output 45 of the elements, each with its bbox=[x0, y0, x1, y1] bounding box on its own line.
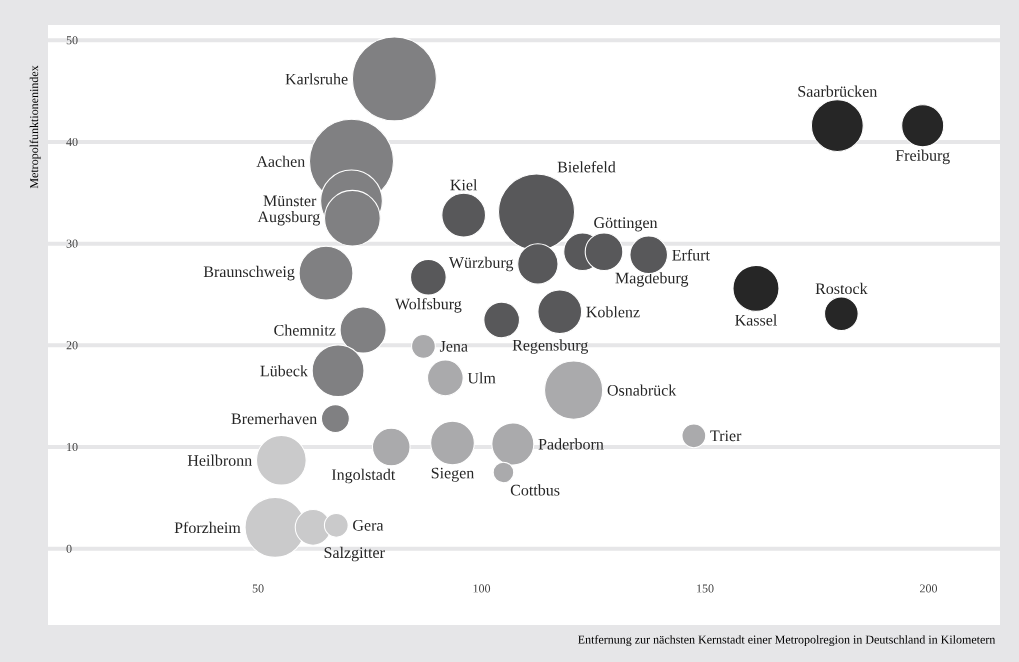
annotation: Osnabrück bbox=[607, 384, 677, 396]
annotation: Braunschweig bbox=[203, 265, 295, 281]
annotation: Kassel bbox=[735, 314, 777, 326]
y-axis-title: Metropolfunktionenindex bbox=[29, 65, 41, 189]
annotation: Freiburg bbox=[895, 149, 950, 165]
annotation: Bremerhaven bbox=[231, 412, 317, 425]
x-tick-label: 50 bbox=[252, 584, 264, 593]
annotation: Regensburg bbox=[512, 339, 589, 354]
annotation: Erfurt bbox=[672, 249, 710, 261]
annotation: Augsburg bbox=[257, 210, 320, 226]
annotation: Koblenz bbox=[586, 306, 640, 318]
annotation: Heilbronn bbox=[187, 454, 252, 466]
annotation: Aachen bbox=[256, 155, 305, 167]
annotation: Lübeck bbox=[260, 365, 308, 377]
annotation: Göttingen bbox=[594, 217, 658, 232]
y-tick-label: 0 bbox=[66, 544, 72, 553]
annotation: Salzgitter bbox=[324, 546, 385, 562]
annotation: Würzburg bbox=[448, 256, 514, 272]
annotation: Cottbus bbox=[510, 484, 560, 496]
annotation: Saarbrücken bbox=[798, 85, 878, 97]
annotation: Trier bbox=[710, 430, 742, 442]
annotation: Kiel bbox=[450, 179, 478, 191]
x-tick-label: 100 bbox=[473, 584, 491, 593]
y-tick-label: 50 bbox=[66, 36, 78, 45]
annotation: Paderborn bbox=[538, 438, 604, 450]
annotation: Jena bbox=[439, 341, 468, 352]
annotation: Pforzheim bbox=[174, 521, 241, 534]
annotation: Wolfsburg bbox=[394, 297, 462, 313]
annotation: Siegen bbox=[431, 467, 475, 482]
annotation: Bielefeld bbox=[557, 161, 616, 173]
x-tick-label: 150 bbox=[697, 584, 714, 593]
y-tick-label: 30 bbox=[66, 239, 78, 248]
annotation: Chemnitz bbox=[274, 324, 336, 336]
y-tick-label: 10 bbox=[67, 442, 78, 452]
annotation: Magdeburg bbox=[615, 272, 689, 287]
y-tick-label: 40 bbox=[66, 137, 78, 147]
annotation: Gera bbox=[353, 519, 384, 531]
annotation: Ingolstadt bbox=[331, 468, 396, 484]
annotation: Ulm bbox=[467, 372, 496, 384]
x-axis-title: Entfernung zur nächsten Kernstadt einer Metropolregion in Deutschland in Kilometern bbox=[578, 635, 996, 647]
y-tick-label: 20 bbox=[66, 341, 78, 350]
annotation: Münster bbox=[263, 195, 317, 207]
x-tick-label: 200 bbox=[920, 584, 938, 593]
annotation: Rostock bbox=[815, 282, 868, 295]
annotation: Karlsruhe bbox=[285, 73, 348, 85]
